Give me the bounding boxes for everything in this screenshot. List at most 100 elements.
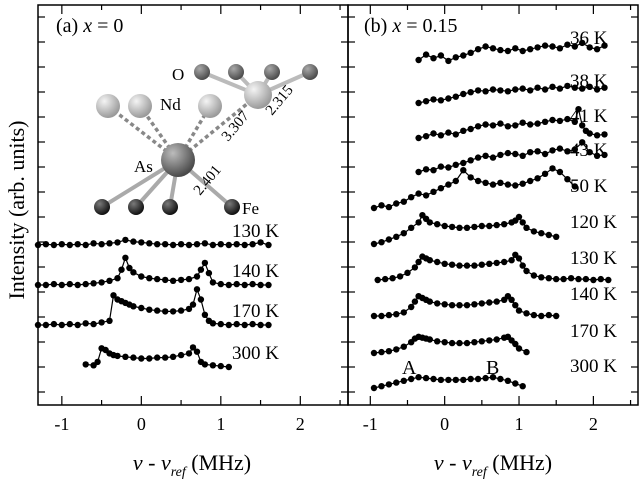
data-point: [201, 311, 209, 318]
data-point: [460, 127, 467, 134]
data-point: [504, 181, 512, 188]
peak-label-a: A: [402, 357, 417, 379]
data-point: [430, 96, 437, 103]
data-point: [467, 89, 474, 96]
data-point: [493, 259, 500, 267]
data-point: [460, 159, 467, 167]
data-point: [545, 311, 552, 319]
data-point: [593, 152, 601, 159]
trace: 140 K: [34, 254, 279, 289]
data-point: [393, 200, 400, 207]
y-axis-label: Intensity (arb. units): [4, 120, 29, 299]
data-point: [162, 354, 169, 361]
data-point: [393, 311, 400, 318]
data-point: [114, 352, 121, 360]
data-point: [217, 280, 224, 288]
data-point: [571, 146, 578, 153]
data-point: [534, 148, 541, 155]
data-point: [486, 337, 493, 344]
x-axis-label-b: ν - νref (MHz): [434, 450, 552, 480]
data-point: [385, 381, 393, 388]
panel-b-traces: 36 K 38 K 41 K 43 K 50 K 120 K 130 K 140 K 170 K…: [370, 28, 617, 392]
data-point: [486, 222, 493, 230]
data-point: [601, 131, 608, 138]
data-point: [556, 45, 564, 52]
data-point: [193, 286, 201, 293]
data-point: [98, 279, 105, 286]
temperature-label: 170 K: [232, 301, 279, 322]
data-point: [154, 241, 161, 248]
data-point: [452, 131, 459, 138]
data-point: [430, 167, 437, 174]
data-point: [225, 321, 232, 329]
data-point: [593, 86, 601, 93]
trace: 50 K: [370, 165, 608, 212]
data-point: [549, 116, 556, 124]
data-point: [508, 257, 515, 264]
data-point: [185, 350, 193, 357]
data-point: [497, 179, 504, 186]
data-point: [471, 223, 478, 231]
axis-ticks: [38, 5, 638, 405]
data-point: [98, 319, 105, 326]
data-point: [571, 84, 578, 91]
data-point: [265, 321, 272, 329]
data-point: [378, 239, 385, 246]
data-point: [515, 307, 523, 314]
data-point: [162, 241, 169, 248]
data-point: [597, 275, 604, 283]
atom-nd: [244, 81, 272, 109]
data-point: [106, 317, 113, 324]
data-point: [460, 90, 467, 98]
data-point: [441, 260, 448, 267]
data-point: [482, 152, 489, 159]
data-point: [42, 241, 50, 248]
data-point: [169, 277, 177, 284]
data-point: [549, 165, 556, 172]
data-point: [549, 83, 556, 91]
data-point: [201, 259, 209, 267]
data-point: [530, 228, 538, 235]
data-point: [415, 190, 422, 197]
data-point: [138, 273, 145, 280]
data-point: [567, 275, 575, 282]
data-point: [34, 281, 42, 289]
data-point: [504, 88, 512, 95]
panel-a-label: (a) x = 0: [56, 15, 123, 37]
data-point: [233, 320, 240, 328]
data-point: [467, 49, 474, 56]
data-point: [430, 55, 437, 62]
atom-label-as: As: [134, 157, 153, 176]
atom-label-nd: Nd: [160, 95, 181, 114]
data-point: [396, 273, 404, 280]
data-point: [541, 86, 549, 93]
data-point: [415, 258, 422, 266]
data-point: [385, 348, 393, 355]
data-point: [441, 301, 448, 308]
data-point: [66, 241, 74, 249]
bond-as-nd-measured: [176, 93, 260, 162]
data-point: [437, 376, 445, 384]
data-point: [122, 353, 129, 360]
data-point: [482, 88, 489, 95]
trace-line: [418, 106, 605, 139]
data-point: [177, 276, 185, 284]
data-point: [590, 276, 597, 284]
data-point: [50, 320, 58, 328]
atom-fe: [224, 199, 240, 215]
data-point: [478, 338, 485, 345]
data-point: [82, 280, 89, 288]
data-point: [471, 339, 478, 346]
atom-o: [228, 64, 244, 80]
data-point: [460, 52, 467, 59]
data-point: [422, 133, 430, 140]
data-point: [193, 348, 201, 355]
data-point: [426, 219, 433, 226]
data-point: [512, 340, 519, 348]
data-point: [538, 312, 545, 320]
temperature-label: 170 K: [570, 321, 617, 342]
data-point: [586, 83, 593, 91]
data-point: [90, 320, 97, 328]
data-point: [534, 44, 541, 51]
x-tick-label: 0: [440, 414, 449, 434]
